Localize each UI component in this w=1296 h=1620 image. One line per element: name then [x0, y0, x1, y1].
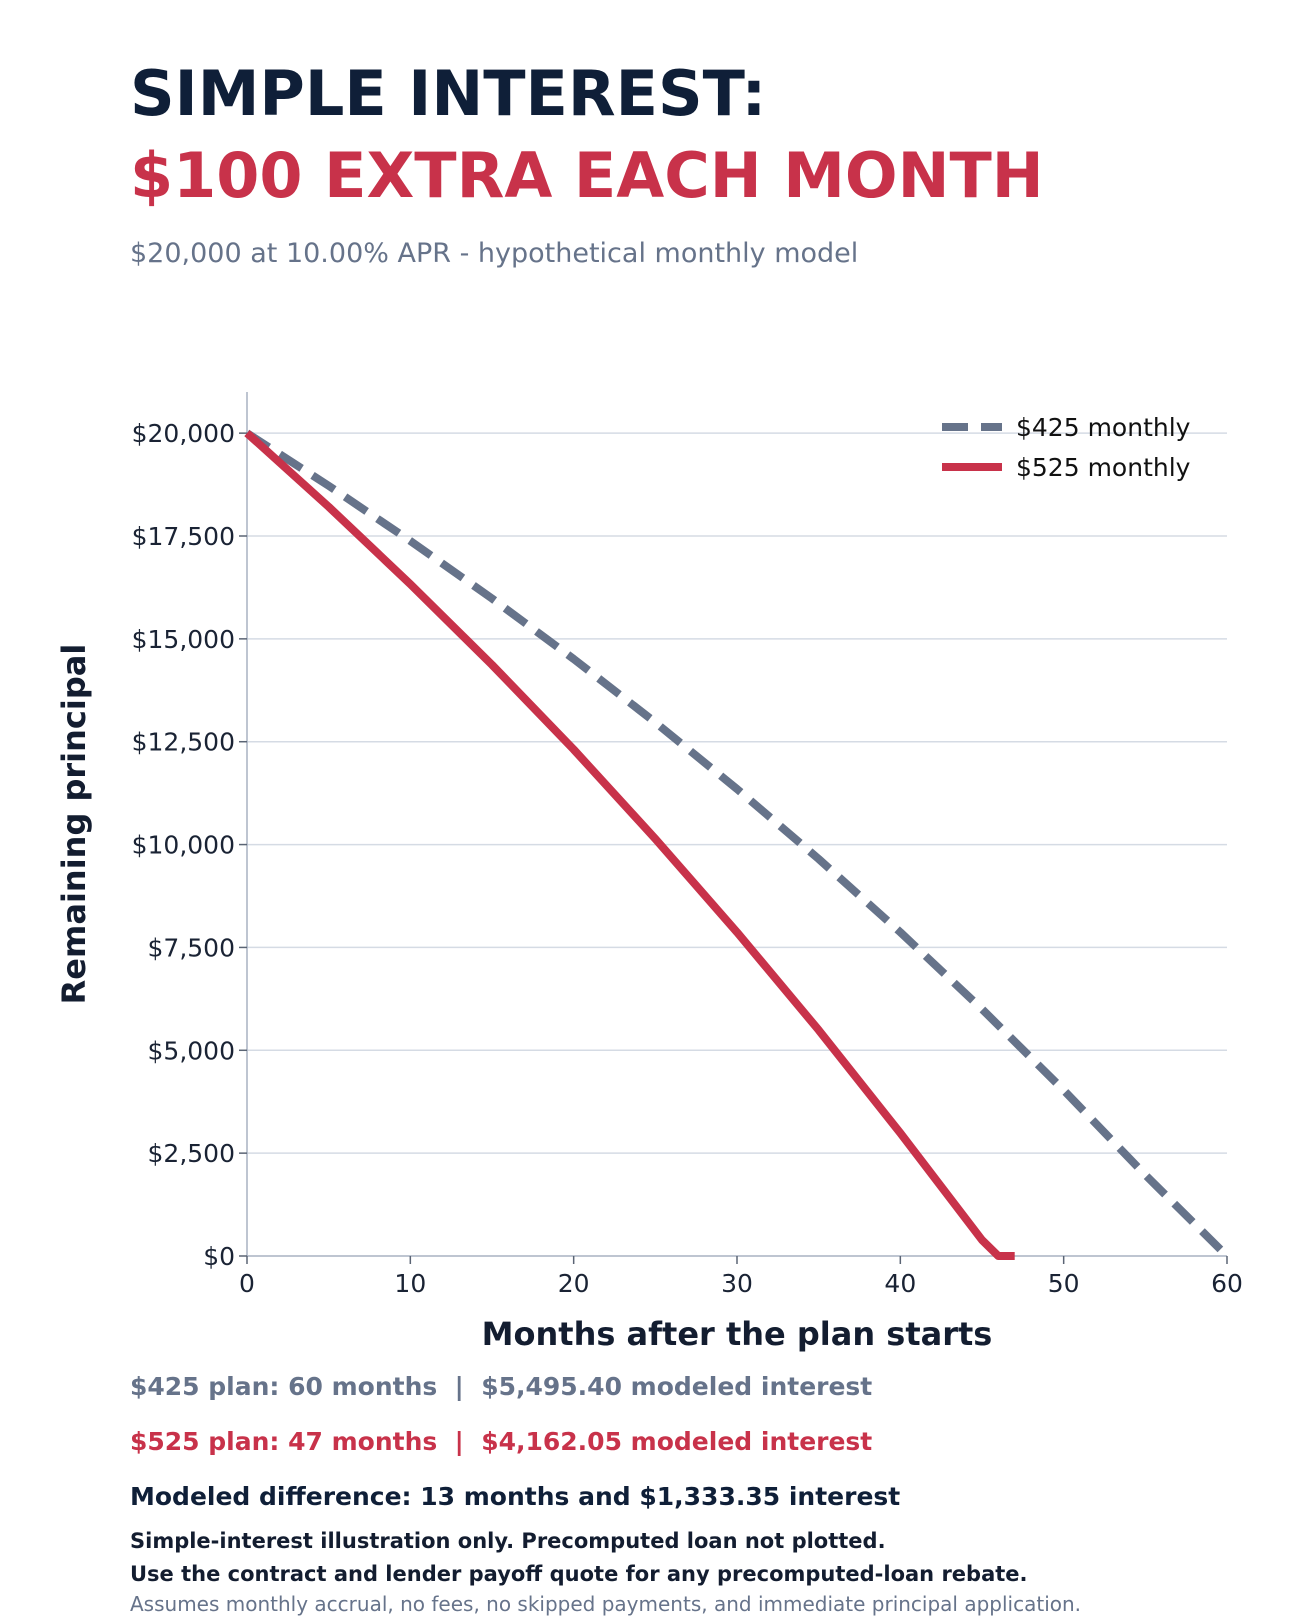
legend: $425 monthly $525 monthly [942, 413, 1191, 482]
disclaimer-line1: Simple-interest illustration only. Preco… [130, 1529, 886, 1553]
series-line-1 [244, 430, 1015, 1260]
x-tick-label-0: 0 [239, 1269, 255, 1298]
y-tick-label-6: $15,000 [132, 625, 235, 654]
y-tick-label-8: $20,000 [132, 419, 235, 448]
chart-title-line1: SIMPLE INTEREST: [130, 57, 767, 130]
legend-label-0: $425 monthly [1016, 413, 1191, 442]
plan-525-summary: $525 plan: 47 months | $4,162.05 modeled… [130, 1427, 873, 1456]
x-tick-label-3: 30 [721, 1269, 753, 1298]
x-tick-label-2: 20 [558, 1269, 590, 1298]
grid-lines [247, 432, 1227, 1154]
x-tick-label-6: 60 [1211, 1269, 1243, 1298]
series-lines [244, 429, 1230, 1260]
modeled-difference: Modeled difference: 13 months and $1,333… [130, 1482, 901, 1511]
x-tick-label-1: 10 [394, 1269, 426, 1298]
x-tick-label-5: 50 [1048, 1269, 1080, 1298]
y-tick-label-3: $7,500 [148, 933, 235, 962]
chart-subtitle: $20,000 at 10.00% APR - hypothetical mon… [130, 238, 859, 269]
y-tick-label-4: $10,000 [132, 831, 235, 860]
y-tick-label-0: $0 [203, 1242, 235, 1271]
chart-title-line2: $100 EXTRA EACH MONTH [130, 139, 1044, 212]
x-axis-title: Months after the plan starts [482, 1315, 993, 1353]
y-tick-label-1: $2,500 [148, 1139, 235, 1168]
disclaimer-line2: Use the contract and lender payoff quote… [130, 1562, 1028, 1586]
x-tick-label-4: 40 [884, 1269, 916, 1298]
x-axis-ticks: 0 10 20 30 40 50 60 [239, 1256, 1243, 1298]
y-tick-label-5: $12,500 [132, 728, 235, 757]
series-line-0 [244, 429, 1230, 1259]
y-axis-title: Remaining principal [55, 644, 93, 1005]
plan-425-summary: $425 plan: 60 months | $5,495.40 modeled… [130, 1372, 873, 1401]
assumptions-note: Assumes monthly accrual, no fees, no ski… [130, 1592, 1082, 1616]
y-axis-ticks: $0 $2,500 $5,000 $7,500 $10,000 $12,500 $15,00… [132, 419, 247, 1271]
y-tick-label-7: $17,500 [132, 522, 235, 551]
y-tick-label-2: $5,000 [148, 1036, 235, 1065]
legend-label-1: $525 monthly [1016, 453, 1191, 482]
